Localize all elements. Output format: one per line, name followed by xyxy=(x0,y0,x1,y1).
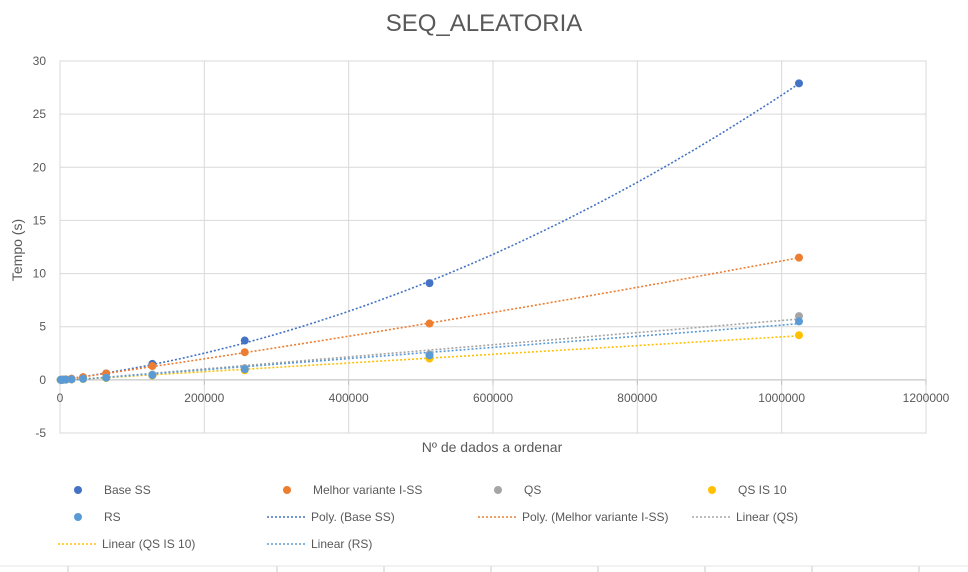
legend-marker xyxy=(74,486,82,494)
data-point xyxy=(67,375,76,384)
y-tick-label: 5 xyxy=(39,320,46,334)
legend-label: Melhor variante I-SS xyxy=(313,483,422,497)
data-point xyxy=(794,253,803,262)
y-axis-title: Tempo (s) xyxy=(9,219,25,281)
legend-label: QS IS 10 xyxy=(738,483,787,497)
legend-label: QS xyxy=(524,483,541,497)
x-axis-title: Nº de dados a ordenar xyxy=(422,439,563,455)
trendlines xyxy=(60,82,800,381)
legend-marker xyxy=(494,486,502,494)
data-points xyxy=(56,79,803,384)
data-point xyxy=(148,371,157,380)
x-tick-label: 1000000 xyxy=(758,391,805,405)
bottom-edge-marks xyxy=(0,565,968,572)
x-tick-label: 600000 xyxy=(473,391,513,405)
gridlines xyxy=(59,60,927,434)
y-tick-label: 30 xyxy=(33,54,47,68)
data-point xyxy=(148,362,157,371)
legend-label: Linear (RS) xyxy=(311,537,372,551)
legend-marker xyxy=(283,486,291,494)
legend-label: Poly. (Base SS) xyxy=(311,510,395,524)
x-tick-label: 1200000 xyxy=(903,391,950,405)
x-tick-label: 200000 xyxy=(184,391,224,405)
legend-label: Linear (QS) xyxy=(736,510,798,524)
y-tick-label: -5 xyxy=(35,426,46,440)
legend-label: Poly. (Melhor variante I-SS) xyxy=(522,510,669,524)
legend-label: Linear (QS IS 10) xyxy=(102,537,195,551)
data-point xyxy=(794,317,803,326)
legend: Base SS Melhor variante I-SS QS QS IS 10 RS P… xyxy=(58,483,798,551)
data-point xyxy=(794,331,803,340)
trendline xyxy=(60,82,800,381)
y-tick-label: 0 xyxy=(39,373,46,387)
x-tick-label: 0 xyxy=(57,391,64,405)
trendline xyxy=(60,322,800,381)
trendline xyxy=(60,318,800,381)
y-tick-label: 25 xyxy=(33,107,47,121)
y-tick-label: 15 xyxy=(33,213,47,227)
data-point xyxy=(240,365,249,374)
legend-marker xyxy=(708,486,716,494)
data-point xyxy=(240,348,249,357)
data-point xyxy=(425,319,434,328)
data-point xyxy=(425,351,434,360)
legend-label: RS xyxy=(104,510,121,524)
tick-labels: -5 0 5 10 15 20 25 30 0 200000 400000 600000 800000 1… xyxy=(33,54,950,440)
x-tick-label: 800000 xyxy=(617,391,657,405)
data-point xyxy=(425,279,434,288)
x-tick-label: 400000 xyxy=(329,391,369,405)
legend-marker xyxy=(74,513,82,521)
data-point xyxy=(79,374,88,383)
legend-label: Base SS xyxy=(104,483,151,497)
y-tick-label: 10 xyxy=(33,267,47,281)
data-point xyxy=(240,336,249,345)
data-point xyxy=(794,79,803,88)
y-tick-label: 20 xyxy=(33,160,47,174)
data-point xyxy=(61,375,70,384)
data-point xyxy=(102,373,111,382)
chart-title: SEQ_ALEATORIA xyxy=(385,10,583,37)
